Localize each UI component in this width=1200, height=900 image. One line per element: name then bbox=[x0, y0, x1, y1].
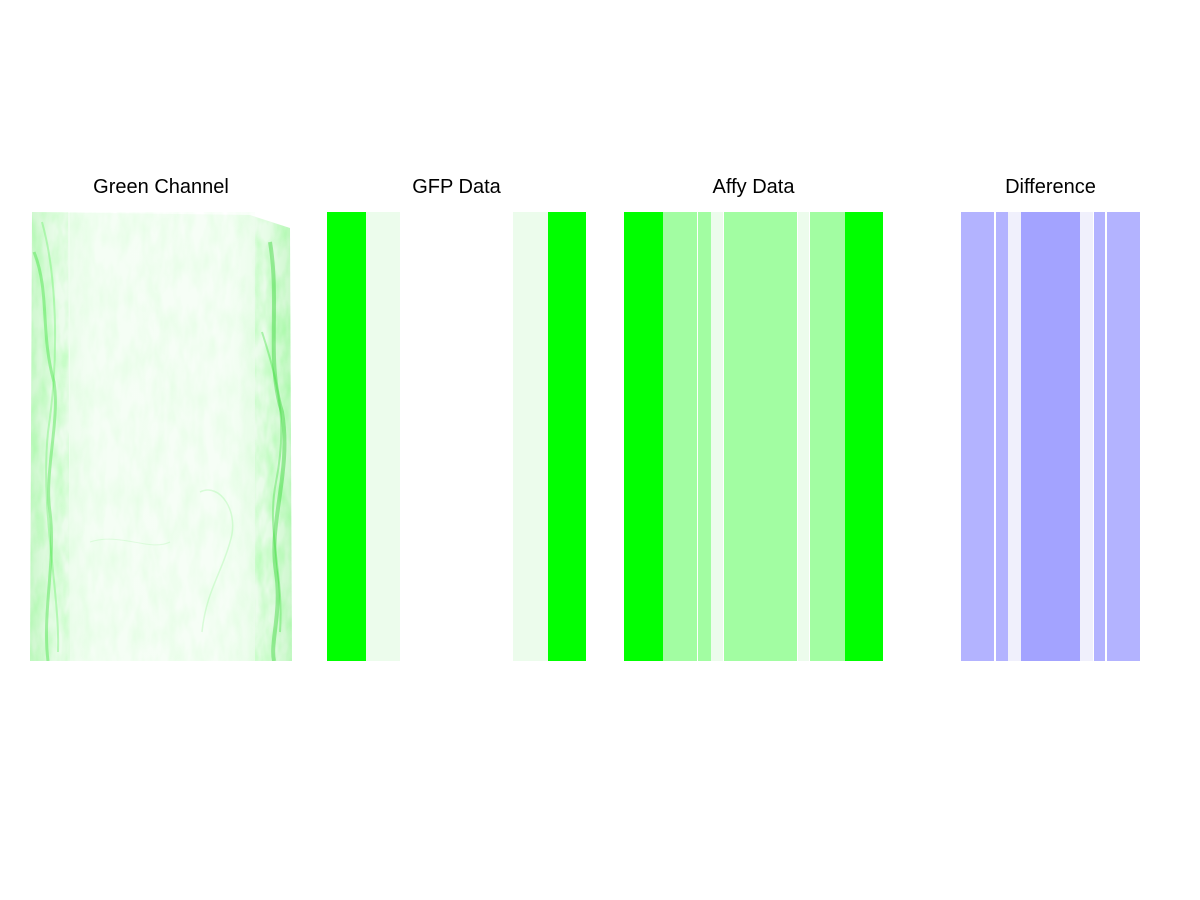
affy-data-stripe bbox=[810, 212, 845, 661]
green-channel-microscopy-image bbox=[30, 212, 292, 662]
affy-data-stripe bbox=[711, 212, 723, 661]
affy-data-stripe bbox=[845, 212, 883, 661]
green-channel-image bbox=[30, 212, 292, 662]
gfp-data-stripe bbox=[400, 212, 513, 661]
affy-data-stripe bbox=[724, 212, 797, 661]
gfp-data-stripe bbox=[548, 212, 586, 661]
affy-data-title: Affy Data bbox=[712, 176, 795, 198]
affy-data-strip bbox=[624, 212, 883, 661]
gfp-data-title: GFP Data bbox=[412, 176, 501, 198]
affy-data-stripe bbox=[624, 212, 663, 661]
difference-strip bbox=[961, 212, 1140, 661]
difference-title: Difference bbox=[1005, 176, 1096, 198]
gfp-data-stripe bbox=[327, 212, 366, 661]
difference-stripe bbox=[1107, 212, 1140, 661]
gfp-data-stripe bbox=[366, 212, 400, 661]
affy-data-stripe bbox=[698, 212, 711, 661]
difference-stripe bbox=[1021, 212, 1080, 661]
affy-data-stripe bbox=[663, 212, 697, 661]
gfp-data-strip bbox=[327, 212, 586, 661]
green-channel-title: Green Channel bbox=[93, 176, 229, 198]
difference-stripe bbox=[1008, 212, 1021, 661]
difference-stripe bbox=[1094, 212, 1105, 661]
difference-stripe bbox=[996, 212, 1008, 661]
affy-data-stripe bbox=[798, 212, 809, 661]
difference-stripe bbox=[961, 212, 994, 661]
gfp-data-stripe bbox=[513, 212, 548, 661]
difference-stripe bbox=[1080, 212, 1093, 661]
